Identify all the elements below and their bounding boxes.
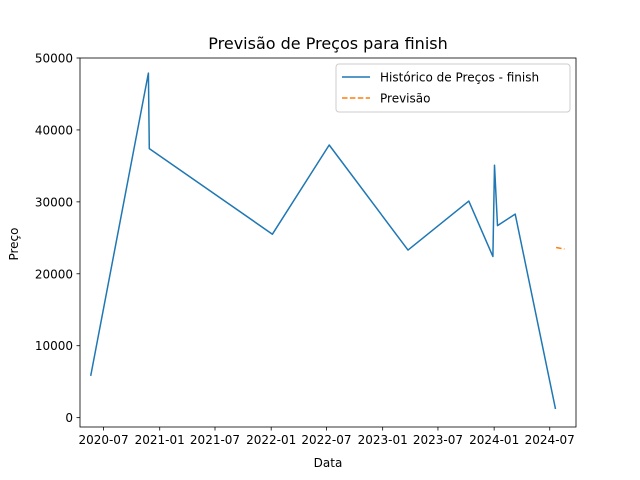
axes-layer: 2020-07 2021-01 2021-07 2022-01 2022-07 2023-…: [35, 52, 577, 447]
x-axis-label: Data: [314, 456, 343, 470]
y-tick-label: 0: [65, 411, 73, 425]
x-tick-label: 2020-07: [78, 433, 128, 447]
y-axis-label: Preço: [7, 227, 21, 260]
x-tick-label: 2021-07: [190, 433, 240, 447]
x-tick-label: 2021-01: [135, 433, 185, 447]
y-tick-label: 40000: [35, 123, 73, 137]
x-tick-label: 2023-07: [413, 433, 463, 447]
series-layer: [89, 72, 565, 410]
plot-frame: [79, 57, 577, 428]
series-line-1: [555, 246, 565, 250]
chart-title: Previsão de Preços para finish: [208, 34, 447, 53]
x-tick-label: 2024-07: [525, 433, 575, 447]
legend-box: [335, 63, 571, 113]
y-tick-label: 10000: [35, 339, 73, 353]
x-tick-label: 2022-01: [246, 433, 296, 447]
legend: Histórico de Preços - finish Previsão: [335, 63, 571, 113]
x-tick-label: 2024-01: [469, 433, 519, 447]
x-tick-label: 2023-01: [358, 433, 408, 447]
y-tick-label: 30000: [35, 195, 73, 209]
x-tick-label: 2022-07: [301, 433, 351, 447]
series-line-0: [89, 72, 557, 410]
legend-label-1: Previsão: [380, 92, 430, 106]
y-tick-label: 20000: [35, 267, 73, 281]
y-tick-label: 50000: [35, 52, 73, 66]
legend-label-0: Histórico de Preços - finish: [380, 71, 539, 85]
